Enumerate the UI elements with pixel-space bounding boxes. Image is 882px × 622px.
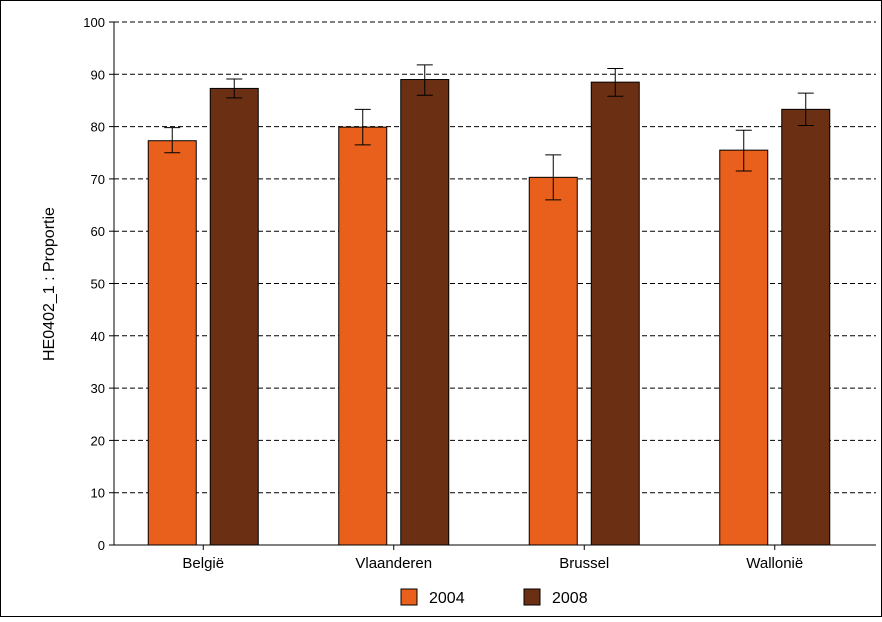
legend: 2004 2008 (400, 588, 588, 607)
bar-2004-2 (528, 176, 578, 546)
y-tick-label: 100 (83, 15, 105, 30)
y-tick-label: 30 (91, 381, 105, 396)
y-tick-label: 0 (98, 538, 105, 553)
x-tick-label: Vlaanderen (355, 555, 432, 572)
y-axis-label: HE0402_1 : Proportie (41, 207, 58, 361)
x-tick-label: Wallonië (746, 555, 803, 572)
x-tick-label: Brussel (559, 555, 609, 572)
page-border-left (0, 0, 1, 617)
y-tick-label: 10 (91, 486, 105, 501)
bar-2004-3 (719, 149, 769, 546)
y-tick-label: 80 (91, 120, 105, 135)
bar-2008-3 (781, 108, 831, 546)
axes-group: 0 10 20 30 40 50 60 70 80 90 100 België Vlaanderen Br… (83, 15, 876, 572)
bar-2008-1 (400, 79, 450, 546)
bar-2008-2 (590, 81, 640, 546)
y-tick-label: 20 (91, 433, 105, 448)
bar-2004-0 (147, 140, 197, 546)
legend-label: 2004 (429, 590, 465, 607)
legend-swatch-2008 (523, 588, 541, 606)
x-tick-label: België (182, 555, 224, 572)
bar-2008-0 (209, 87, 259, 546)
page-border-top (0, 0, 882, 1)
y-tick-label: 90 (91, 67, 105, 82)
bar-2004-1 (338, 126, 388, 546)
y-tick-label: 50 (91, 277, 105, 292)
y-tick-label: 70 (91, 172, 105, 187)
legend-swatch-2004 (400, 588, 418, 606)
y-tick-label: 40 (91, 329, 105, 344)
y-tick-label: 60 (91, 224, 105, 239)
error-bars-group (164, 64, 814, 201)
bars-group (147, 79, 831, 546)
legend-label: 2008 (552, 590, 588, 607)
